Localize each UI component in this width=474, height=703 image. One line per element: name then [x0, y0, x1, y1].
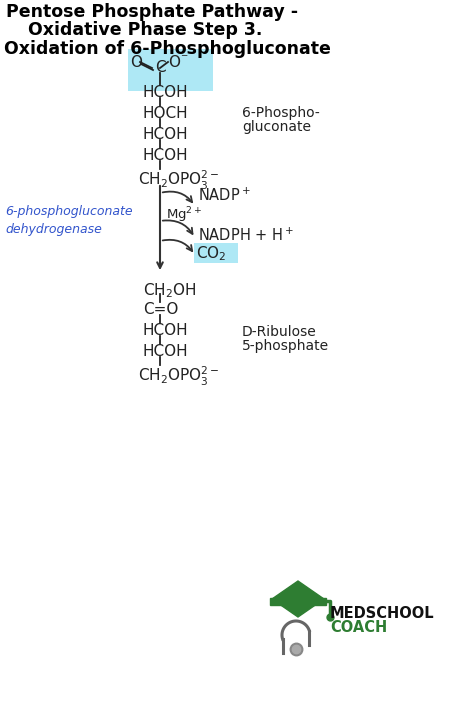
Text: HCOH: HCOH	[143, 85, 189, 100]
Bar	[128, 49, 213, 91]
Text: $^-$: $^-$	[179, 52, 189, 65]
Text: NADP$^+$: NADP$^+$	[198, 187, 251, 205]
Text: C=O: C=O	[143, 302, 178, 317]
Text: COACH: COACH	[330, 621, 387, 636]
Polygon shape	[272, 581, 324, 617]
Text: MEDSCHOOL: MEDSCHOOL	[330, 605, 435, 621]
Text: O: O	[168, 55, 180, 70]
Text: 5-phosphate: 5-phosphate	[242, 339, 329, 353]
Text: Pentose Phosphate Pathway -: Pentose Phosphate Pathway -	[6, 3, 298, 21]
Text: HCOH: HCOH	[143, 323, 189, 338]
Text: gluconate: gluconate	[242, 120, 311, 134]
Text: 6-Phospho-: 6-Phospho-	[242, 106, 320, 120]
Text: CO$_2$: CO$_2$	[196, 244, 227, 263]
Text: HCOH: HCOH	[143, 344, 189, 359]
Text: D-Ribulose: D-Ribulose	[242, 325, 317, 339]
Text: CH$_2$OH: CH$_2$OH	[143, 281, 196, 299]
Text: C: C	[155, 60, 165, 75]
Text: CH$_2$OPO$_3^{2-}$: CH$_2$OPO$_3^{2-}$	[138, 169, 219, 192]
Bar	[194, 243, 238, 263]
Polygon shape	[270, 598, 326, 605]
Text: O: O	[130, 55, 142, 70]
Text: HOCH: HOCH	[143, 106, 189, 121]
Text: CH$_2$OPO$_3^{2-}$: CH$_2$OPO$_3^{2-}$	[138, 365, 219, 388]
Text: HCOH: HCOH	[143, 127, 189, 142]
Text: NADPH + H$^+$: NADPH + H$^+$	[198, 227, 294, 245]
Text: Oxidative Phase Step 3.: Oxidative Phase Step 3.	[28, 21, 263, 39]
Text: 6-phosphogluconate
dehydrogenase: 6-phosphogluconate dehydrogenase	[5, 205, 133, 236]
Text: Oxidation of 6-Phosphogluconate: Oxidation of 6-Phosphogluconate	[4, 40, 331, 58]
Text: Mg$^{2+}$: Mg$^{2+}$	[166, 205, 202, 224]
Text: HCOH: HCOH	[143, 148, 189, 163]
